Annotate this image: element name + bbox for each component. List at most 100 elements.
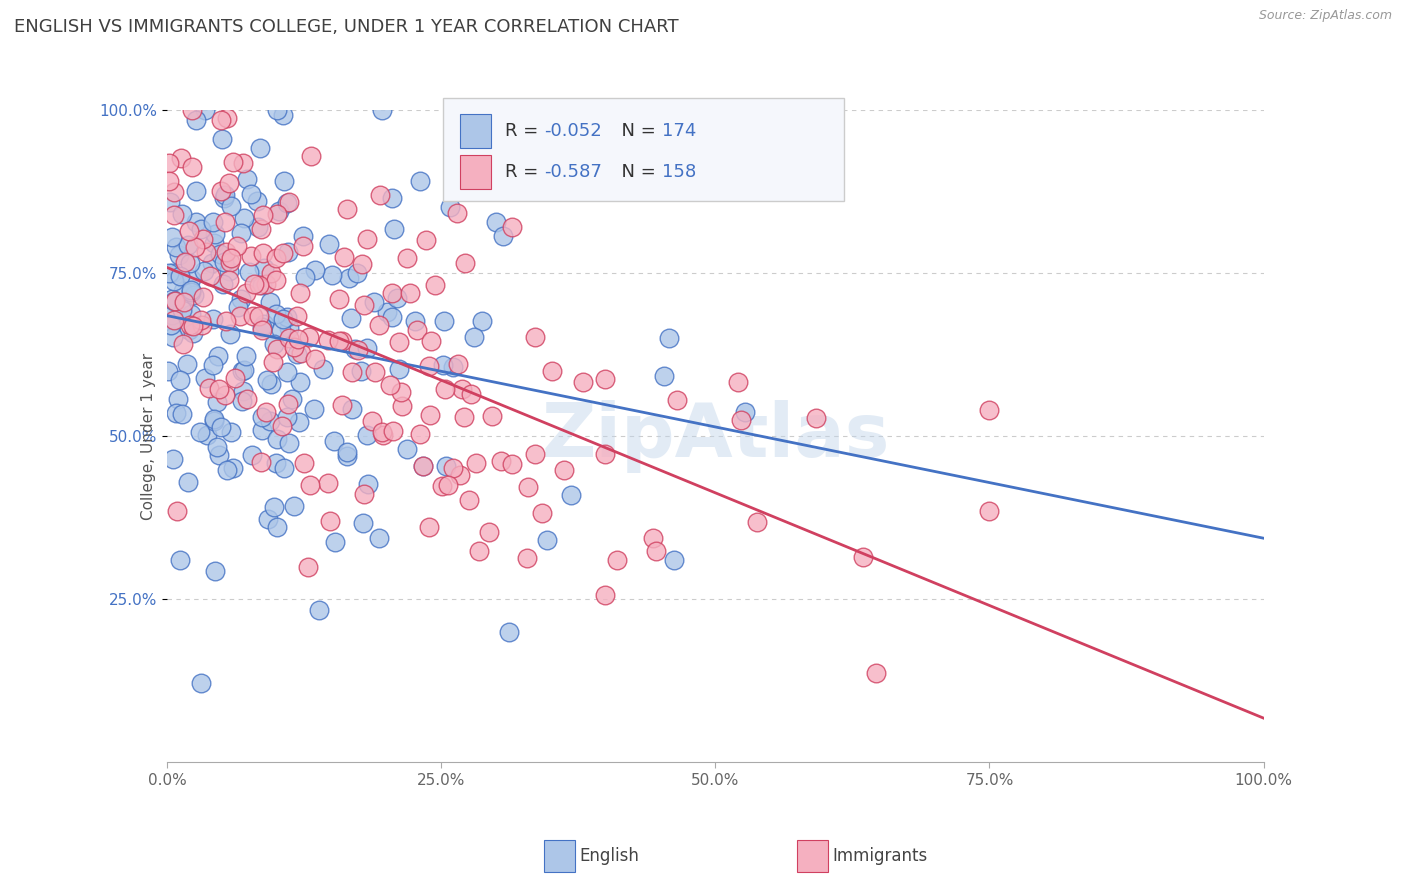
Point (240, 448, 263, 462)
Point (340, 310, 363, 325)
Text: 158: 158 (662, 163, 696, 181)
Point (180, 283, 202, 297)
Point (498, 625, 520, 640)
Point (460, 387, 482, 401)
Point (270, 323, 292, 337)
Point (363, 294, 385, 309)
Point (652, 368, 675, 383)
Point (271, 108, 294, 122)
Point (177, 224, 200, 238)
Point (560, 488, 582, 502)
Point (361, 414, 384, 428)
Point (658, 331, 681, 345)
Point (979, 504, 1001, 518)
Point (387, 291, 409, 305)
Point (170, 207, 193, 221)
Point (430, 479, 453, 493)
Point (356, 428, 378, 442)
Point (162, 308, 184, 322)
Point (292, 228, 315, 243)
Point (463, 330, 485, 344)
Point (316, 475, 339, 490)
Point (644, 544, 666, 558)
Point (235, 349, 257, 363)
Point (184, 240, 207, 254)
Point (391, 399, 413, 413)
Point (252, 208, 274, 222)
Point (218, 254, 240, 268)
Point (572, 375, 595, 389)
Point (419, 408, 441, 422)
Point (214, 188, 236, 202)
Point (198, 268, 221, 283)
Point (266, 207, 288, 221)
Text: N =: N = (610, 163, 662, 181)
Point (190, 676, 212, 690)
Point (188, 425, 211, 439)
Text: English: English (579, 847, 640, 865)
Point (208, 448, 231, 462)
Point (177, 323, 200, 337)
Point (205, 395, 228, 409)
Point (209, 112, 232, 127)
Point (304, 401, 326, 416)
Point (212, 255, 235, 269)
Point (404, 314, 426, 328)
Point (229, 226, 252, 240)
Point (232, 156, 254, 170)
Point (641, 532, 664, 546)
Point (434, 458, 457, 473)
Point (169, 268, 191, 283)
Point (364, 365, 387, 379)
Text: 174: 174 (662, 122, 696, 140)
Point (441, 461, 464, 475)
Point (219, 327, 242, 342)
Point (235, 286, 257, 301)
Point (162, 266, 184, 280)
Point (163, 185, 186, 199)
Point (276, 365, 298, 379)
Point (231, 394, 253, 409)
Point (336, 445, 359, 459)
Point (215, 245, 238, 260)
Point (160, 293, 183, 307)
Point (271, 312, 294, 326)
Point (321, 268, 343, 282)
Point (371, 103, 394, 118)
Point (256, 373, 278, 387)
Point (501, 457, 523, 471)
Point (180, 160, 202, 174)
Point (382, 222, 405, 236)
Point (465, 456, 488, 470)
Point (409, 174, 432, 188)
Point (288, 286, 311, 301)
Point (232, 384, 254, 399)
Point (229, 309, 252, 323)
Point (437, 478, 460, 492)
Point (159, 318, 181, 333)
Point (242, 309, 264, 323)
Point (356, 341, 378, 355)
Point (160, 229, 183, 244)
Y-axis label: College, Under 1 year: College, Under 1 year (141, 352, 156, 520)
Point (316, 333, 339, 347)
Point (170, 151, 193, 165)
Point (232, 363, 254, 377)
Text: R =: R = (505, 163, 544, 181)
Point (195, 428, 218, 442)
Point (246, 219, 269, 234)
Point (202, 415, 225, 429)
Point (249, 277, 271, 292)
Point (979, 402, 1001, 417)
Text: N =: N = (610, 122, 662, 140)
Point (530, 506, 553, 520)
Point (457, 493, 479, 508)
Point (434, 382, 457, 396)
Point (270, 418, 292, 433)
Text: ENGLISH VS IMMIGRANTS COLLEGE, UNDER 1 YEAR CORRELATION CHART: ENGLISH VS IMMIGRANTS COLLEGE, UNDER 1 Y… (14, 18, 679, 36)
Point (169, 553, 191, 567)
Point (412, 459, 434, 474)
Point (734, 405, 756, 419)
Point (264, 251, 287, 265)
Point (446, 205, 468, 219)
